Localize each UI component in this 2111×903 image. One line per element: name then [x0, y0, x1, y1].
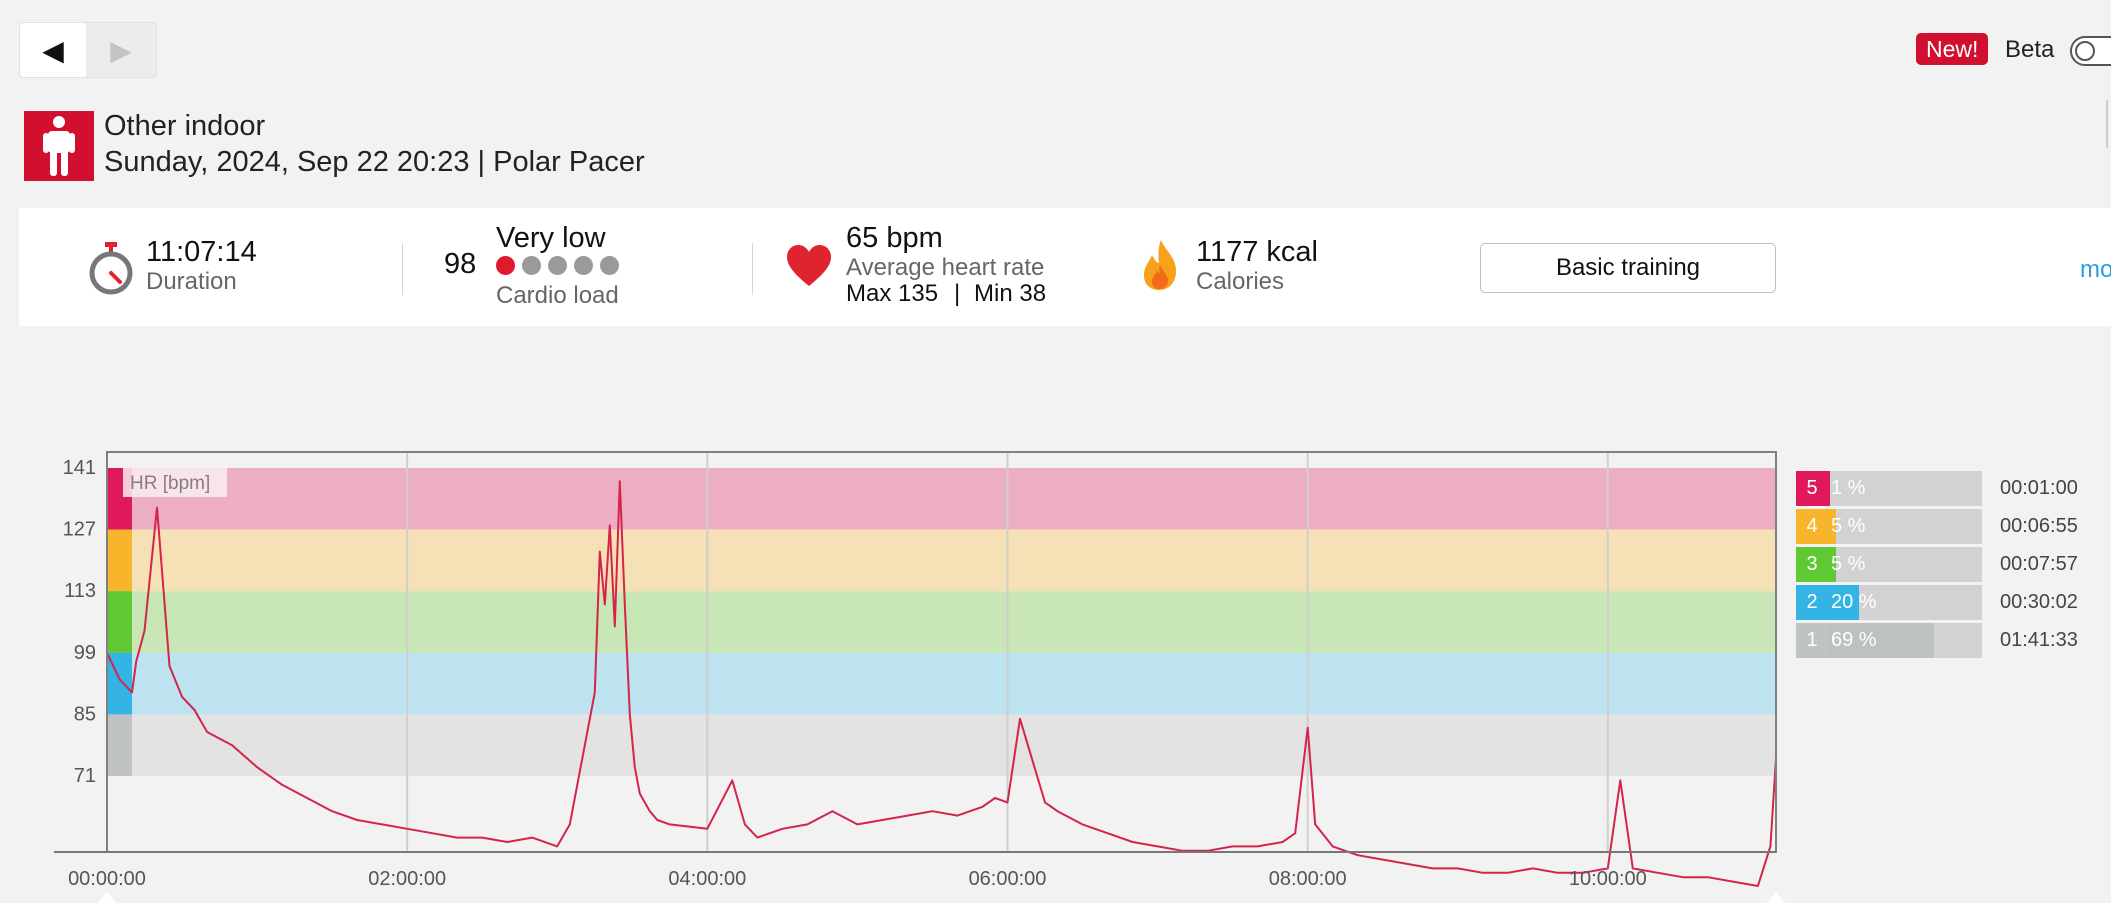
- range-start-handle: [98, 892, 116, 903]
- average-hr-label: Average heart rate: [846, 254, 1045, 281]
- zone-percent: 5 %: [1831, 515, 1866, 537]
- day-navigation: ◀ ▶: [19, 22, 157, 78]
- zone-share-bar: 20 %: [1828, 585, 1982, 620]
- zone-marker-1: [107, 714, 132, 776]
- average-hr-value: 65 bpm: [846, 222, 943, 254]
- min-hr-value: Min 38: [974, 280, 1047, 307]
- range-end-handle: [1767, 892, 1785, 903]
- x-tick-label: 10:00:00: [1569, 868, 1647, 890]
- legend-background: [123, 465, 227, 497]
- cardio-load-dot: [548, 256, 567, 275]
- zone-percent: 5 %: [1831, 553, 1866, 575]
- zone-number: 4: [1796, 509, 1828, 544]
- calories-label: Calories: [1196, 268, 1285, 295]
- zone-share-bar: 69 %: [1828, 623, 1982, 658]
- calories-value: 1177 kcal: [1196, 236, 1318, 268]
- divider: [752, 243, 753, 295]
- cardio-load-level: Very low: [496, 222, 606, 254]
- session-date-device: Sunday, 2024, Sep 22 20:23 | Polar Pacer: [104, 146, 645, 178]
- cardio-load-dot: [522, 256, 541, 275]
- zone-time: 00:01:00: [2000, 477, 2078, 499]
- heart-icon: [787, 245, 831, 286]
- right-edge-divider: [2106, 100, 2111, 148]
- divider: [402, 243, 403, 295]
- zone-row-2: 2 20 %: [1796, 585, 1982, 620]
- zone-number: 3: [1796, 547, 1828, 582]
- zone-time: 00:06:55: [2000, 515, 2078, 537]
- arrow-right-icon: ▶: [110, 34, 132, 66]
- legend-label: HR [bpm]: [130, 473, 210, 494]
- zone-row-1: 1 69 %: [1796, 623, 1982, 658]
- zone-share-fill: [1828, 623, 1935, 658]
- sport-name: Other indoor: [104, 110, 266, 142]
- zone-band-1: [107, 714, 1776, 776]
- hr-separator: |: [954, 280, 961, 307]
- summary-bar: 11:07:14 Duration 98 Very low Cardio loa…: [19, 208, 2111, 326]
- x-tick-label: 02:00:00: [368, 868, 446, 890]
- more-link[interactable]: mo: [2080, 256, 2111, 283]
- zone-marker-4: [107, 529, 132, 592]
- max-hr-value: Max 135: [846, 280, 939, 307]
- y-tick-label: 71: [74, 765, 96, 787]
- cardio-load-dot: [496, 256, 515, 275]
- new-badge: New!: [1916, 33, 1989, 65]
- zone-number: 2: [1796, 585, 1828, 620]
- stopwatch-icon: [89, 242, 133, 295]
- zone-band-3: [107, 591, 1776, 653]
- y-tick-label: 113: [64, 580, 96, 602]
- y-tick-label: 85: [74, 703, 96, 725]
- beta-label: Beta: [2005, 36, 2055, 63]
- zone-share-bar: 5 %: [1828, 547, 1982, 582]
- zone-band-5: [107, 468, 1776, 530]
- zone-time: 00:30:02: [2000, 591, 2078, 613]
- cardio-load-score: 98: [444, 248, 477, 280]
- y-tick-label: 99: [74, 642, 96, 664]
- zone-percent: 1 %: [1831, 477, 1866, 499]
- zone-share-bar: 1 %: [1828, 471, 1982, 506]
- cardio-load-dot: [574, 256, 593, 275]
- duration-label: Duration: [146, 268, 237, 295]
- previous-session-button[interactable]: ◀: [20, 23, 86, 77]
- zone-marker-3: [107, 591, 132, 653]
- zone-number: 5: [1796, 471, 1828, 506]
- x-tick-label: 04:00:00: [668, 868, 746, 890]
- zone-share-fill: [1828, 585, 1859, 620]
- toggle-knob: [2075, 41, 2095, 61]
- zone-percent: 69 %: [1831, 629, 1877, 651]
- zone-share-bar: 5 %: [1828, 509, 1982, 544]
- zone-share-fill: [1828, 547, 1836, 582]
- y-tick-label: 127: [63, 519, 96, 541]
- x-tick-label: 08:00:00: [1269, 868, 1347, 890]
- next-session-button[interactable]: ▶: [88, 23, 154, 77]
- zone-number: 1: [1796, 623, 1828, 658]
- zone-percent: 20 %: [1831, 591, 1877, 613]
- zone-band-4: [107, 529, 1776, 592]
- x-tick-label: 00:00:00: [68, 868, 146, 890]
- zone-share-fill: [1828, 509, 1836, 544]
- duration-value: 11:07:14: [146, 236, 257, 268]
- heart-rate-line: [106, 480, 1777, 887]
- zone-band-2: [107, 652, 1776, 715]
- y-tick-label: 141: [63, 457, 96, 479]
- beta-toggle[interactable]: [2070, 36, 2111, 66]
- heart-rate-chart: HR [bpm] 141 127 113 99 85 71 00:00:00 02:00:0…: [54, 451, 1785, 903]
- training-benefit-button[interactable]: Basic training: [1480, 243, 1776, 293]
- zone-share-fill: [1828, 471, 1830, 506]
- cardio-load-label: Cardio load: [496, 282, 619, 309]
- zone-time: 00:07:57: [2000, 553, 2078, 575]
- person-standing-icon: [24, 111, 94, 181]
- cardio-load-dot: [600, 256, 619, 275]
- x-tick-label: 06:00:00: [969, 868, 1047, 890]
- flame-icon: [1143, 240, 1177, 290]
- zone-time: 01:41:33: [2000, 629, 2078, 651]
- arrow-left-icon: ◀: [42, 34, 64, 66]
